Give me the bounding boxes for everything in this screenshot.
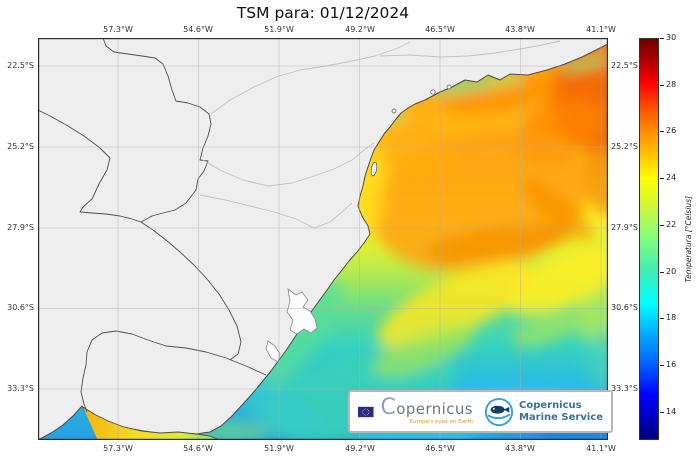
eu-flag-icon [358,406,374,417]
x-tick-bottom: 46.5°W [425,444,455,453]
uruguay-border-river [80,330,267,413]
colorbar-tick-label: 14 [666,407,677,416]
y-tick-left: 25.2°S [7,142,34,151]
x-tick-bottom: 51.9°W [264,444,294,453]
lagoa-mirim [265,340,281,363]
x-tick-bottom: 41.1°W [586,444,616,453]
colorbar-tick [660,318,664,319]
copernicus-tagline: Europe's eyes on Earth [409,419,473,426]
colorbar-tick-label: 16 [666,360,677,369]
country-border [38,109,142,223]
colorbar-tick-label: 24 [666,173,677,182]
coastal-islands [370,84,452,177]
colorbar-title: Temperatura [°Celsius] [683,195,693,283]
y-tick-left: 33.3°S [7,384,34,393]
x-tick-bottom: 49.2°W [345,444,375,453]
colorbar [639,38,659,440]
y-tick-right: 22.5°S [611,61,638,70]
marine-line1: Copernicus [518,399,582,411]
y-tick-left: 22.5°S [7,61,34,70]
state-borders [199,40,561,229]
colorbar-tick-label: 26 [666,126,677,135]
y-tick-left: 30.6°S [7,303,34,312]
colorbar-tick [660,365,664,366]
y-tick-right: 27.9°S [611,223,638,232]
colorbar-tick-label: 20 [666,267,677,276]
country-border [102,38,242,361]
grid-lines [38,38,608,440]
sst-map [38,38,608,440]
colorbar-tick [660,85,664,86]
colorbar-tick-label: 30 [666,33,677,42]
x-tick-bottom: 43.8°W [505,444,535,453]
copernicus-logo-box: Copernicus Europe's eyes on Earth Copern… [348,390,613,433]
y-tick-left: 27.9°S [7,223,34,232]
x-tick-bottom: 57.3°W [103,444,133,453]
x-tick-top: 57.3°W [103,25,133,34]
uruguay-coastline [82,406,221,440]
x-tick-top: 41.1°W [586,25,616,34]
la-plata-plume [83,407,220,440]
x-tick-top: 54.6°W [183,25,213,34]
y-tick-right: 30.6°S [611,303,638,312]
x-tick-top: 49.2°W [345,25,375,34]
marine-line2: Marine Service [518,411,603,423]
x-tick-top: 51.9°W [264,25,294,34]
y-tick-right: 25.2°S [611,142,638,151]
copernicus-wordmark: Copernicus Europe's eyes on Earth [381,397,473,426]
colorbar-tick [660,38,664,39]
colorbar-tick [660,131,664,132]
colorbar-tick [660,412,664,413]
y-tick-right: 33.3°S [611,384,638,393]
copernicus-name: Copernicus [380,395,473,421]
map-frame [38,38,608,440]
marine-service-logo: Copernicus Marine Service [484,397,603,427]
colorbar-tick-label: 28 [666,80,677,89]
x-tick-top: 46.5°W [425,25,455,34]
lagoa-dos-patos [286,288,318,335]
colorbar-tick [660,225,664,226]
page-title: TSM para: 01/12/2024 [236,4,410,22]
fish-icon [484,397,514,426]
colorbar-tick-label: 22 [666,220,677,229]
colorbar-tick [660,272,664,273]
x-tick-bottom: 54.6°W [183,444,213,453]
colorbar-tick-label: 18 [666,313,677,322]
colorbar-tick [660,178,664,179]
x-tick-top: 43.8°W [505,25,535,34]
marine-service-text: Copernicus Marine Service [519,400,603,424]
